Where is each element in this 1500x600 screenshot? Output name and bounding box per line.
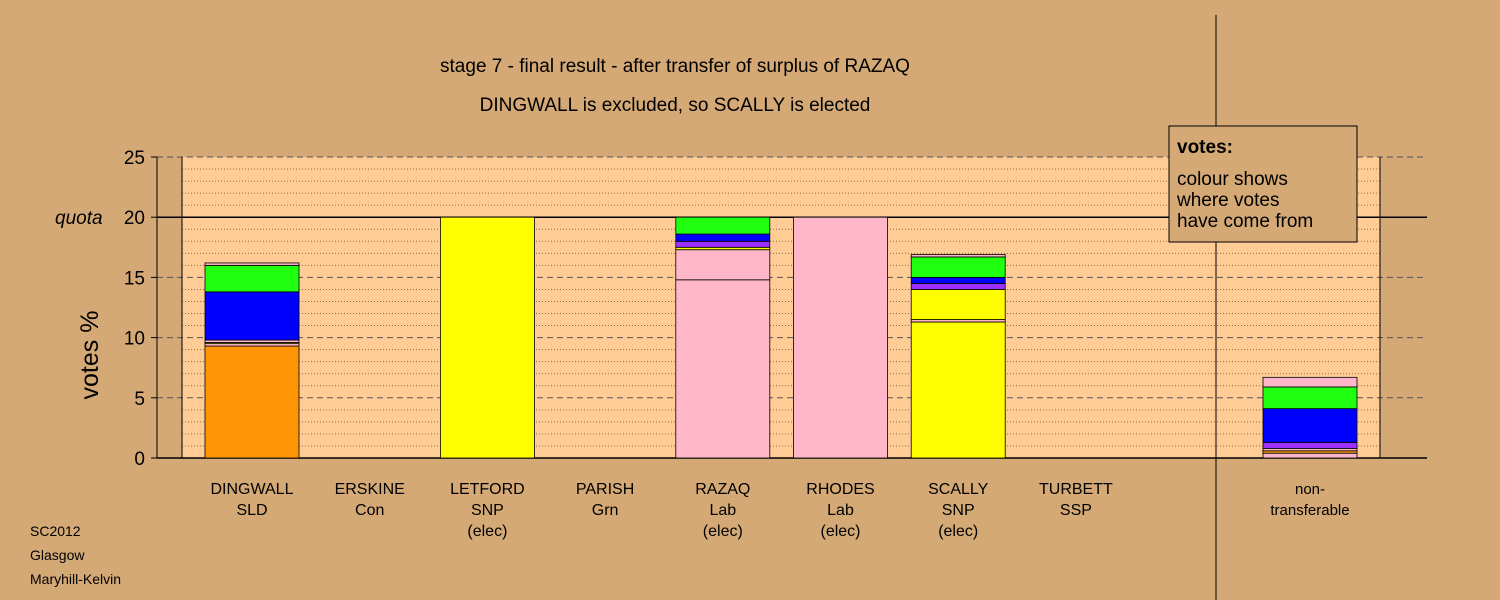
y-tick-label: 15 <box>124 268 145 289</box>
bar-segment <box>1262 452 1358 459</box>
candidate-status: (elec) <box>703 523 743 540</box>
legend-box <box>1168 125 1358 243</box>
y-axis: 0 5 10 15 20 25 quota <box>55 148 158 470</box>
legend: votes: colour shows where votes have com… <box>1168 125 1358 243</box>
legend-line: have come from <box>1177 211 1313 232</box>
candidate-name: TURBETT <box>1039 481 1113 498</box>
candidate-bar <box>793 216 888 459</box>
footer-line: SC2012 <box>30 523 81 539</box>
candidate-name: PARISH <box>576 481 634 498</box>
candidate-bar <box>204 262 300 459</box>
candidate-name: SCALLY <box>928 481 989 498</box>
legend-line: where votes <box>1176 190 1279 211</box>
bar-segment <box>1262 376 1358 388</box>
candidate-name: LETFORD <box>450 481 525 498</box>
candidate-bar <box>439 216 535 459</box>
x-labels: DINGWALL SLD ERSKINE Con LETFORD SNP (elec) PAR… <box>211 481 1350 540</box>
candidate-label: DINGWALL SLD <box>211 481 294 519</box>
bar-segment <box>793 216 888 459</box>
candidate-name: DINGWALL <box>211 481 294 498</box>
candidate-party: SLD <box>236 502 267 519</box>
chart-title: stage 7 - final result - after transfer … <box>440 56 910 77</box>
legend-title: votes: <box>1177 137 1233 158</box>
candidate-label: LETFORD SNP (elec) <box>450 481 525 540</box>
y-tick-label: 25 <box>124 148 145 169</box>
candidate-bar <box>910 254 1006 459</box>
bar-segment <box>910 276 1006 284</box>
footer-line: Glasgow <box>30 547 85 563</box>
non-transferable-label-line: non- <box>1295 481 1325 498</box>
candidate-status: (elec) <box>820 523 860 540</box>
candidate-label: TURBETT SSP <box>1039 481 1113 519</box>
candidate-bar <box>675 216 771 459</box>
bar-segment <box>439 216 535 459</box>
candidate-party: Con <box>355 502 384 519</box>
bar-segment <box>204 262 300 266</box>
y-tick-label: 10 <box>124 329 145 350</box>
y-tick-label: 0 <box>134 449 145 470</box>
candidate-name: RAZAQ <box>695 481 750 498</box>
bar-segment <box>910 256 1006 278</box>
bar-segment <box>204 264 300 293</box>
candidate-party: SNP <box>942 502 975 519</box>
bar-segment <box>910 289 1006 320</box>
footer-line: Maryhill-Kelvin <box>30 571 121 587</box>
bar-segment <box>204 345 300 459</box>
legend-line: colour shows <box>1177 169 1288 190</box>
bar-segment <box>910 254 1006 258</box>
candidate-name: RHODES <box>806 481 874 498</box>
bar-segment <box>910 321 1006 459</box>
bar-segment <box>675 216 771 235</box>
candidate-party: SSP <box>1060 502 1092 519</box>
candidate-label: ERSKINE Con <box>335 481 405 519</box>
candidate-party: Grn <box>592 502 619 519</box>
candidate-label: PARISH Grn <box>576 481 634 519</box>
candidate-label: RAZAQ Lab (elec) <box>695 481 750 540</box>
y-axis-label: votes % <box>76 311 104 400</box>
candidate-party: Lab <box>709 502 736 519</box>
candidate-party: SNP <box>471 502 504 519</box>
bar-segment <box>204 291 300 341</box>
candidate-name: ERSKINE <box>335 481 405 498</box>
candidate-label: RHODES Lab (elec) <box>806 481 874 540</box>
bar-segment <box>910 283 1006 290</box>
bar-segment <box>675 249 771 281</box>
bar-segment <box>675 240 771 248</box>
y-tick-label: 5 <box>134 389 145 410</box>
bar-segment <box>1262 441 1358 449</box>
bar-segment <box>675 233 771 242</box>
candidate-status: (elec) <box>938 523 978 540</box>
candidate-label: SCALLY SNP (elec) <box>928 481 989 540</box>
bar-segment <box>1262 408 1358 443</box>
bar-segment <box>1262 386 1358 410</box>
chart-subtitle: DINGWALL is excluded, so SCALLY is elect… <box>480 95 871 116</box>
y-tick-label: 20 <box>124 208 145 229</box>
non-transferable-label: non-transferable <box>1270 481 1349 519</box>
bars <box>204 216 1358 459</box>
non-transferable-bar <box>1262 376 1358 459</box>
candidate-party: Lab <box>827 502 854 519</box>
non-transferable-label-line: transferable <box>1270 502 1349 519</box>
candidate-status: (elec) <box>467 523 507 540</box>
quota-label: quota <box>55 208 103 229</box>
bar-segment <box>675 279 771 459</box>
footer: SC2012 Glasgow Maryhill-Kelvin <box>30 523 121 587</box>
